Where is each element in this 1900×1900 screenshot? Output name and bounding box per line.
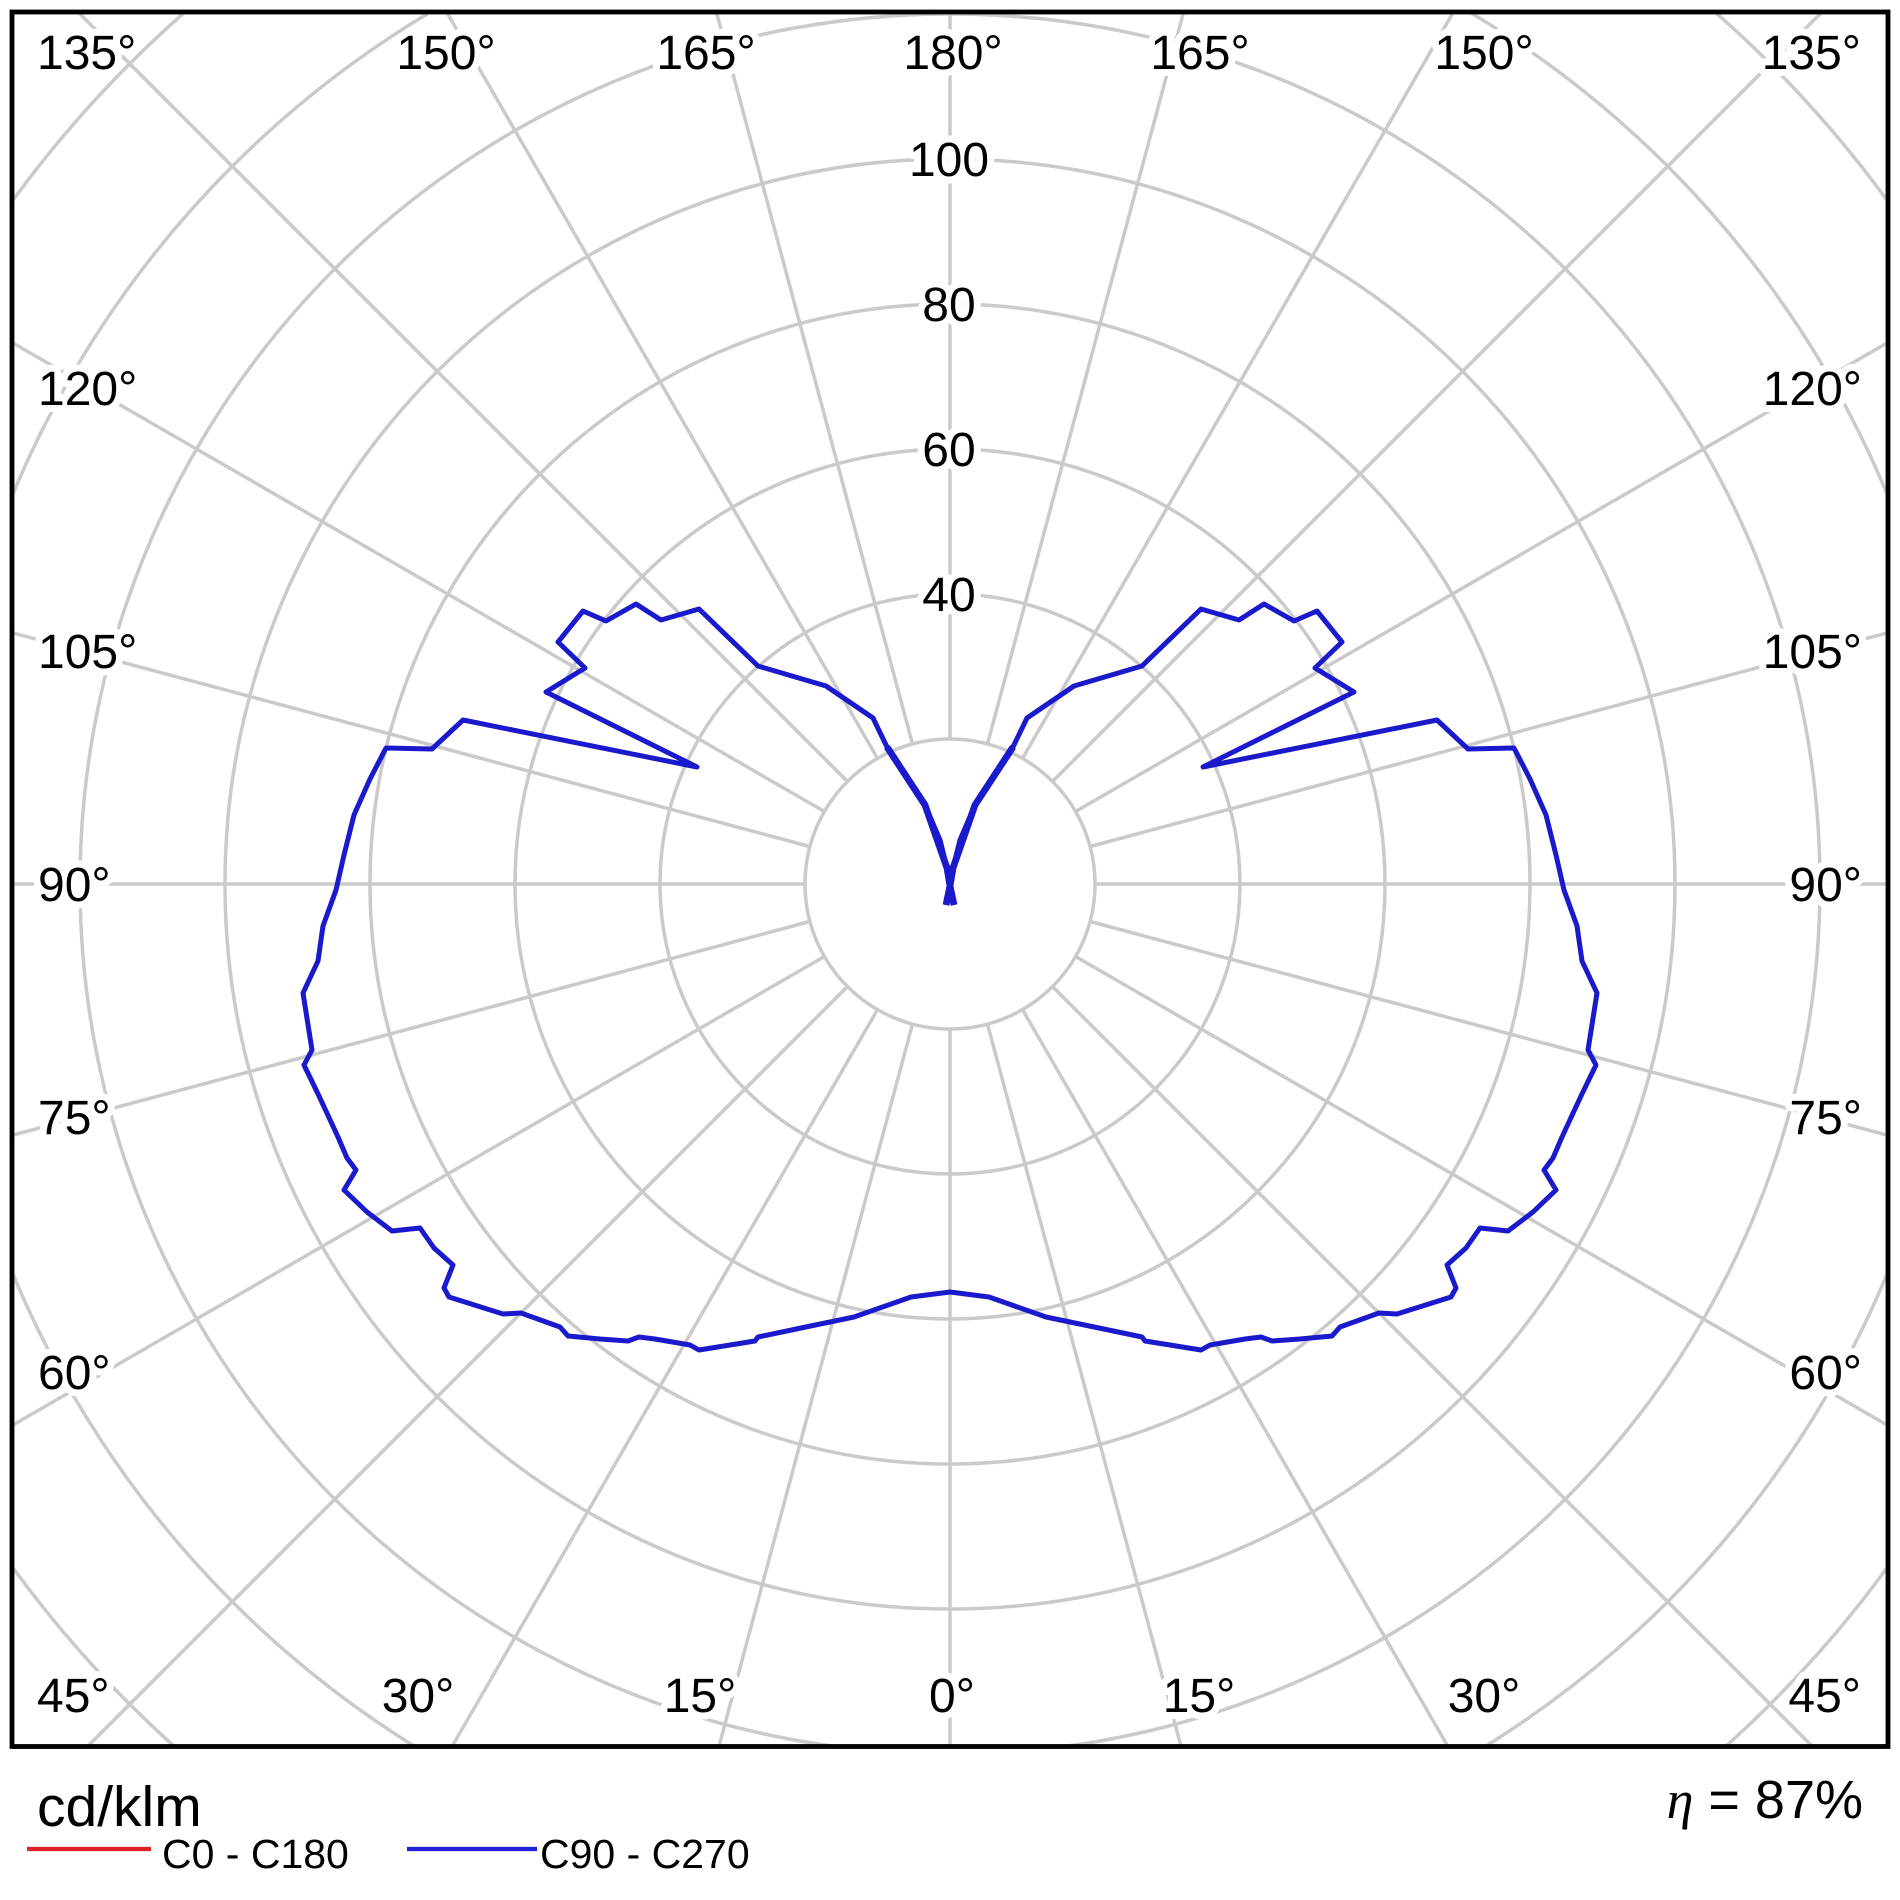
svg-text:45°: 45° xyxy=(37,1670,110,1723)
svg-text:η = 87%: η = 87% xyxy=(1667,1770,1863,1830)
svg-text:C90 - C270: C90 - C270 xyxy=(540,1831,750,1877)
svg-text:80: 80 xyxy=(922,279,975,332)
svg-text:30°: 30° xyxy=(1448,1670,1521,1723)
svg-text:90°: 90° xyxy=(38,859,111,912)
svg-text:75°: 75° xyxy=(1789,1092,1862,1145)
svg-text:40: 40 xyxy=(922,569,975,622)
svg-text:15°: 15° xyxy=(664,1670,737,1723)
svg-text:120°: 120° xyxy=(38,363,137,416)
svg-text:C0 - C180: C0 - C180 xyxy=(162,1831,349,1877)
svg-text:60°: 60° xyxy=(38,1347,111,1400)
svg-text:75°: 75° xyxy=(38,1092,111,1145)
svg-text:0°: 0° xyxy=(929,1670,975,1723)
svg-text:105°: 105° xyxy=(1763,626,1862,679)
svg-text:150°: 150° xyxy=(1434,27,1533,80)
svg-text:150°: 150° xyxy=(396,27,495,80)
svg-text:15°: 15° xyxy=(1163,1670,1236,1723)
svg-text:105°: 105° xyxy=(38,626,137,679)
svg-text:100: 100 xyxy=(909,134,989,187)
svg-text:165°: 165° xyxy=(656,27,755,80)
svg-text:60°: 60° xyxy=(1789,1347,1862,1400)
svg-text:45°: 45° xyxy=(1788,1670,1861,1723)
svg-text:90°: 90° xyxy=(1789,859,1862,912)
svg-text:60: 60 xyxy=(922,424,975,477)
svg-text:165°: 165° xyxy=(1150,27,1249,80)
svg-text:180°: 180° xyxy=(903,27,1002,80)
svg-text:cd/klm: cd/klm xyxy=(37,1775,202,1839)
svg-text:135°: 135° xyxy=(1762,27,1861,80)
svg-text:30°: 30° xyxy=(382,1670,455,1723)
svg-text:135°: 135° xyxy=(37,27,136,80)
svg-text:120°: 120° xyxy=(1763,363,1862,416)
